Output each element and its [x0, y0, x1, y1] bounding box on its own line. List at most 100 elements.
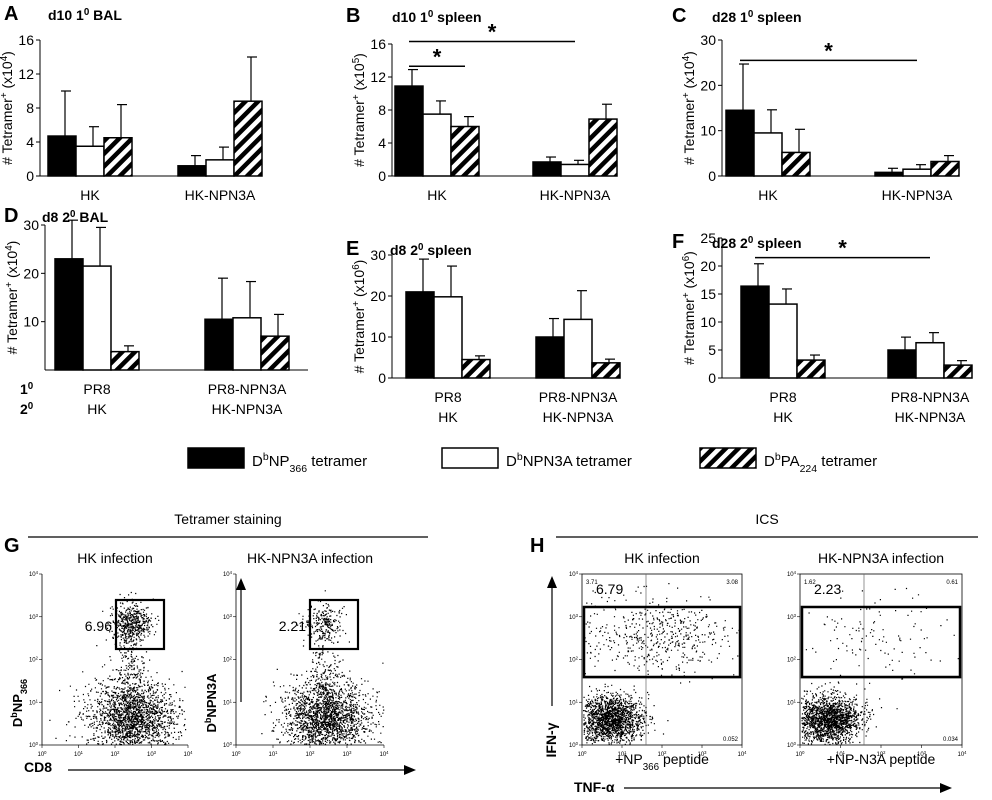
bar-dbnpn3a: [205, 159, 235, 177]
axis-tick-label: 102: [787, 655, 797, 664]
arrow-head: [547, 576, 557, 588]
category-label: HK: [80, 187, 100, 203]
bar-dbnpn3a: [422, 113, 452, 177]
y-tick-label: 12: [370, 69, 386, 85]
y-axis-label: # Tetramer+ (x106): [351, 260, 368, 374]
axis-tick-label: 102: [305, 750, 315, 759]
panel-letter: H: [530, 535, 544, 557]
category-label: HK-NPN3A: [540, 187, 611, 203]
axis-tick-label: 104: [957, 750, 967, 759]
bar-dbpa224: [591, 362, 621, 379]
axis-tick-label: 103: [147, 750, 157, 759]
bar-dbnp366: [532, 161, 562, 177]
panel-letter: G: [4, 535, 20, 557]
panel-title: d10 10 spleen: [392, 9, 482, 26]
quadrant-ll-value: 97.7: [804, 737, 816, 743]
x-axis-label: TNF-α: [574, 779, 615, 795]
axis-tick-label: 101: [569, 698, 579, 707]
axis-tick-label: 100: [577, 750, 587, 759]
panel-h: H ICS HK infection 100 101 102 103 104 100 101 102…: [530, 511, 978, 795]
arrow-head: [940, 783, 952, 793]
y-tick-label: 10: [23, 314, 39, 330]
y-axis-label: # Tetramer+ (x106): [681, 251, 698, 365]
peptide-caption: +NP-N3A peptide: [827, 751, 936, 767]
panel-title: d8 20 BAL: [42, 209, 109, 226]
gate-box: [582, 605, 742, 679]
quadrant-ul-value: 3.71: [586, 580, 598, 586]
panel-letter: E: [346, 238, 359, 260]
bar-dbnpn3a: [768, 303, 798, 379]
bar-dbnp366: [725, 109, 755, 177]
bar-dbnp366: [177, 165, 207, 177]
category-label: HK-NPN3A: [543, 409, 614, 425]
row-prefix-secondary: 20: [20, 401, 34, 418]
axis-tick-label: 104: [787, 570, 797, 579]
axis-tick-label: 103: [223, 612, 233, 621]
bar-dbpa224: [930, 160, 960, 177]
flow-header: Tetramer staining: [174, 511, 281, 527]
axis-tick-label: 104: [29, 570, 39, 579]
panel-title: d10 10 BAL: [48, 7, 122, 24]
category-label: PR8-NPN3A: [539, 389, 618, 405]
tetramer-positive-population: [96, 593, 165, 661]
gate-box: [800, 605, 962, 679]
y-tick-label: 0: [26, 168, 34, 184]
significance-star: *: [488, 20, 497, 45]
ics-plot-1: HK infection 100 101 102 103 104 100 101 102 103 1…: [569, 550, 747, 773]
ics-plot-2: HK-NPN3A infection 100 101 102 103 104 100 101 1…: [787, 550, 967, 767]
category-label: HK: [427, 187, 447, 203]
axis-tick-label: 100: [795, 750, 805, 759]
axis-tick-label: 102: [876, 750, 886, 759]
y-tick-label: 12: [18, 66, 34, 82]
axis-tick-label: 101: [268, 750, 278, 759]
y-tick-label: 30: [23, 217, 39, 233]
x-axis-label: CD8: [24, 759, 52, 775]
bar-dbpa224: [233, 100, 263, 177]
bar-dbpa224: [588, 118, 618, 177]
y-tick-label: 0: [378, 370, 386, 386]
bar-dbnp366: [874, 171, 904, 177]
flow-plot-2: HK-NPN3A infection 100 101 102 103 104 100 101 1…: [203, 550, 389, 758]
bar-dbnpn3a: [433, 296, 463, 379]
quadrant-ur-value: 0.61: [946, 580, 958, 586]
gate-percentage: 6.96: [85, 618, 112, 634]
bar-dbnp366: [47, 135, 77, 177]
bar-dbnpn3a: [753, 132, 783, 177]
gate-percentage: 2.21: [279, 618, 306, 634]
panel-title: d28 20 spleen: [712, 235, 802, 252]
panel-g: G Tetramer staining HK infection 100 101 102 1…: [4, 511, 428, 775]
cd8-population: [261, 657, 385, 746]
cd8-population: [49, 644, 187, 746]
bar-dbnpn3a: [75, 145, 105, 177]
axis-tick-label: 100: [231, 750, 241, 759]
axis-tick-label: 100: [787, 741, 797, 750]
axis-tick-label: 103: [787, 612, 797, 621]
axis-tick-label: 101: [29, 698, 39, 707]
category-label: HK: [773, 409, 793, 425]
bar-dbnpn3a: [563, 318, 593, 379]
category-label: HK: [87, 401, 107, 417]
category-label: HK: [438, 409, 458, 425]
significance-star: *: [838, 236, 847, 261]
row-prefix-primary: 10: [20, 381, 34, 398]
quadrant-ll-value: 93.2: [586, 737, 598, 743]
bar-dbnp366: [740, 285, 770, 379]
arrow-head: [236, 578, 246, 590]
bar-dbpa224: [781, 151, 811, 177]
gate-box: [308, 598, 360, 651]
bar-dbpa224: [450, 125, 480, 177]
cytokine-positive-population: [583, 583, 741, 684]
plot-title: HK infection: [624, 550, 699, 566]
y-tick-label: 30: [370, 247, 386, 263]
y-tick-label: 16: [18, 32, 34, 48]
category-label: HK: [758, 187, 778, 203]
gate-percentage: 2.23: [814, 581, 841, 597]
axis-tick-label: 101: [74, 750, 84, 759]
y-tick-label: 10: [370, 329, 386, 345]
panel-letter: F: [672, 231, 684, 253]
y-tick-label: 4: [378, 135, 386, 151]
